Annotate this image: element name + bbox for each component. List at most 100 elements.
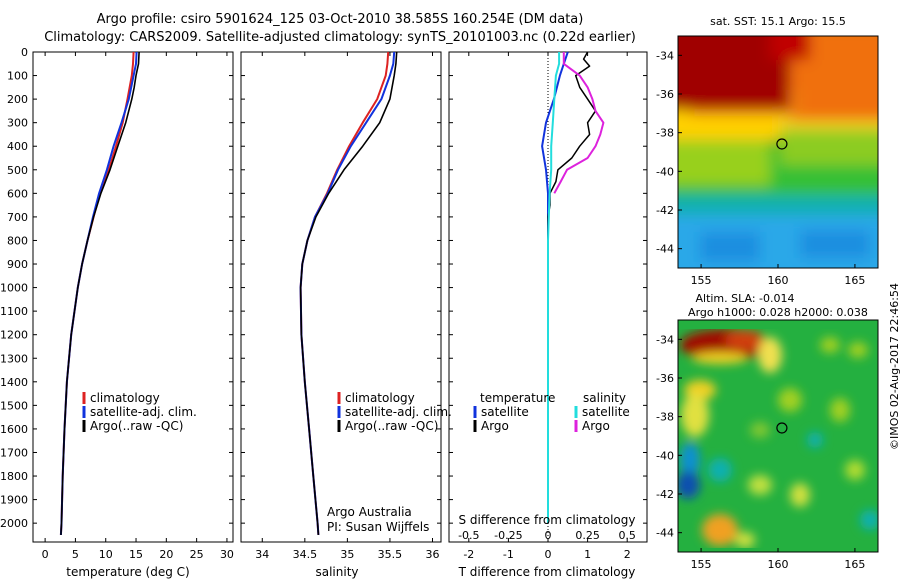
x-tick-label: 34 xyxy=(255,548,269,561)
series-line xyxy=(299,51,390,535)
depth-tick-label: 700 xyxy=(7,211,28,224)
s-difference-tick-label: -0.25 xyxy=(494,529,522,542)
temperature-axis: 0 5 10 15 20 25 30 xyxy=(42,52,234,561)
map-y-tick-label: -44 xyxy=(656,527,674,540)
diff-legend-temperature-head: temperature xyxy=(480,391,555,405)
diff-legend-temp-argo: Argo xyxy=(481,419,509,433)
x-tick-label: -1 xyxy=(503,548,514,561)
depth-tick-label: 1800 xyxy=(0,470,28,483)
depth-tick-label: 1600 xyxy=(0,423,28,436)
map-y-tick-label: -40 xyxy=(656,449,674,462)
s-difference-label: S difference from climatology xyxy=(459,513,636,527)
sal-legend-satellite: satellite-adj. clim. xyxy=(345,405,452,419)
depth-tick-label: 500 xyxy=(7,164,28,177)
temperature-series xyxy=(59,51,140,535)
s-difference-tick-label: 0 xyxy=(545,529,552,542)
depth-tick-label: 1500 xyxy=(0,399,28,412)
temperature-legend: climatology satellite-adj. clim. Argo(..… xyxy=(82,391,197,433)
chart-title-line1: Argo profile: csiro 5901624_125 03-Oct-2… xyxy=(96,12,584,27)
sst-map-title: sat. SST: 15.1 Argo: 15.5 xyxy=(710,15,846,28)
sst-heatmap xyxy=(678,36,878,268)
x-tick-label: 0 xyxy=(545,548,552,561)
map-y-tick-label: -42 xyxy=(656,204,674,217)
depth-tick-label: 1200 xyxy=(0,329,28,342)
salinity-series xyxy=(299,51,398,535)
legend-satellite: satellite-adj. clim. xyxy=(90,405,197,419)
map-y-tick-label: -38 xyxy=(656,411,674,424)
depth-axis: 0 100 200 300 400 500 600 700 800 900 1000 1100 1200… xyxy=(0,46,647,530)
x-tick-label: 35.5 xyxy=(378,548,403,561)
x-tick-label: 20 xyxy=(159,548,173,561)
map-y-tick-label: -42 xyxy=(656,488,674,501)
map-y-tick-label: -34 xyxy=(656,333,674,346)
x-tick-label: 34.5 xyxy=(293,548,318,561)
x-tick-label: -2 xyxy=(463,548,474,561)
sal-legend-argo: Argo(..raw -QC) xyxy=(345,419,438,433)
sla-map-axes: 155 160 165 -34 -36 -38 -40 -42 -44 xyxy=(656,333,865,571)
legend-argo: Argo(..raw -QC) xyxy=(90,419,183,433)
argo-location-marker-sla xyxy=(776,422,788,434)
map-y-tick-label: -44 xyxy=(656,243,674,256)
map-x-tick-label: 160 xyxy=(768,558,789,571)
x-tick-label: 30 xyxy=(220,548,234,561)
salinity-legend: climatology satellite-adj. clim. Argo(..… xyxy=(337,391,452,433)
x-tick-label: 15 xyxy=(129,548,143,561)
t-difference-xlabel: T difference from climatology xyxy=(458,565,636,579)
sla-map-title2: Argo h1000: 0.028 h2000: 0.038 xyxy=(688,306,868,319)
x-tick-label: 35 xyxy=(340,548,354,561)
map-y-tick-label: -40 xyxy=(656,165,674,178)
depth-tick-label: 1100 xyxy=(0,305,28,318)
depth-tick-label: 300 xyxy=(7,117,28,130)
map-y-tick-label: -36 xyxy=(656,88,674,101)
x-tick-label: 0 xyxy=(42,548,49,561)
map-x-tick-label: 155 xyxy=(691,558,712,571)
salinity-panel-frame xyxy=(240,51,442,543)
diff-legend-sal-argo: Argo xyxy=(582,419,610,433)
x-tick-label: 25 xyxy=(190,548,204,561)
series-line xyxy=(299,51,396,535)
map-x-tick-label: 160 xyxy=(768,274,789,287)
diff-legend-sal-satellite: satellite xyxy=(582,405,630,419)
difference-legend: temperature satellite Argo salinity sate… xyxy=(473,391,630,433)
series-line xyxy=(299,51,398,535)
depth-tick-label: 200 xyxy=(7,93,28,106)
map-x-tick-label: 165 xyxy=(844,558,865,571)
s-difference-tick-label: 0.5 xyxy=(618,529,636,542)
depth-tick-label: 2000 xyxy=(0,517,28,530)
depth-tick-label: 0 xyxy=(21,46,28,59)
s-difference-tick-label: 0.25 xyxy=(575,529,600,542)
temperature-xlabel: temperature (deg C) xyxy=(66,565,189,579)
credit-line2: PI: Susan Wijffels xyxy=(327,520,429,534)
depth-tick-label: 1300 xyxy=(0,352,28,365)
depth-tick-label: 1900 xyxy=(0,494,28,507)
depth-tick-label: 1700 xyxy=(0,446,28,459)
depth-tick-label: 1400 xyxy=(0,376,28,389)
legend-climatology: climatology xyxy=(90,391,160,405)
sal-legend-climatology: climatology xyxy=(345,391,415,405)
s-difference-tick-label: -0.5 xyxy=(458,529,479,542)
map-y-tick-label: -34 xyxy=(656,49,674,62)
x-tick-label: 36 xyxy=(425,548,439,561)
depth-tick-label: 800 xyxy=(7,234,28,247)
series-line xyxy=(60,51,140,535)
diff-legend-salinity-head: salinity xyxy=(583,391,626,405)
depth-tick-label: 600 xyxy=(7,187,28,200)
map-y-tick-label: -36 xyxy=(656,372,674,385)
map-x-tick-label: 155 xyxy=(691,274,712,287)
imos-timestamp: ©IMOS 02-Aug-2017 22:46:54 xyxy=(888,283,900,450)
x-tick-label: 10 xyxy=(99,548,113,561)
credit-line1: Argo Australia xyxy=(327,505,412,519)
map-y-tick-label: -38 xyxy=(656,127,674,140)
s-difference-ticks: -0.5 -0.25 0 0.25 0.5 xyxy=(458,529,636,542)
argo-location-marker-sst xyxy=(776,138,788,150)
x-tick-label: 2 xyxy=(624,548,631,561)
depth-tick-label: 900 xyxy=(7,258,28,271)
chart-title-line2: Climatology: CARS2009. Satellite-adjuste… xyxy=(44,30,636,45)
x-tick-label: 5 xyxy=(72,548,79,561)
depth-tick-label: 1000 xyxy=(0,282,28,295)
sst-map-axes: 155 160 165 -34 -36 -38 -40 -42 -44 xyxy=(656,49,865,287)
x-tick-label: 1 xyxy=(584,548,591,561)
salinity-axis: 34 34.5 35 35.5 36 xyxy=(255,52,439,561)
difference-axis: -2 -1 0 1 2 xyxy=(463,52,631,561)
